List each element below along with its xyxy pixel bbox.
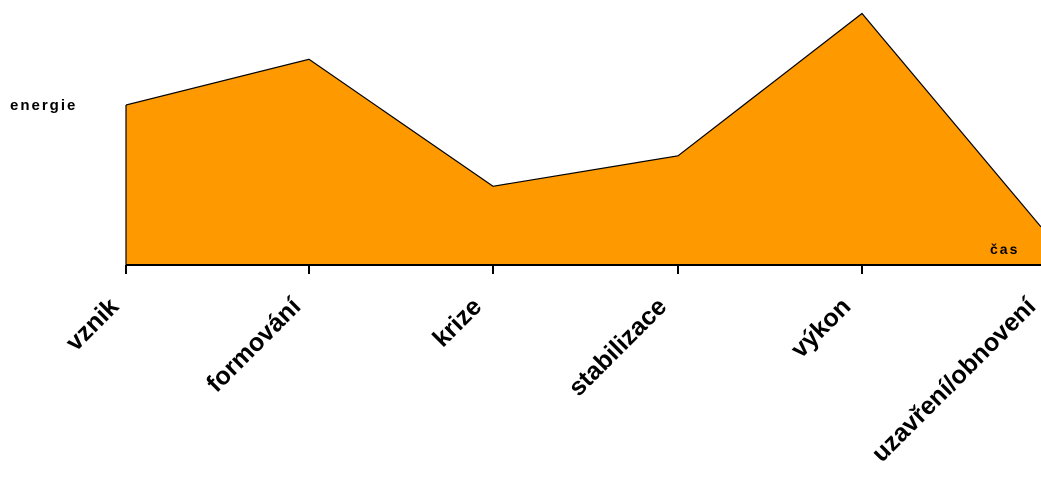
tick-layer xyxy=(125,265,863,274)
energy-area-fill xyxy=(126,13,1041,265)
x-tick-label: stabilizace xyxy=(563,292,672,401)
x-axis-label: čas xyxy=(990,241,1019,257)
x-tick-label: krize xyxy=(427,292,487,352)
x-tick-label: výkon xyxy=(785,292,856,363)
y-axis-label: energie xyxy=(10,97,77,114)
energy-area-outline xyxy=(125,12,1041,228)
x-tick-label: formování xyxy=(201,292,307,398)
x-tick-label: uzavření/obnovení xyxy=(866,292,1041,468)
area-layer xyxy=(125,12,1041,265)
x-tick-label: vznik xyxy=(60,292,124,356)
label-layer: vznik formování krize stabilizace výkon uzavř… xyxy=(60,292,1041,468)
